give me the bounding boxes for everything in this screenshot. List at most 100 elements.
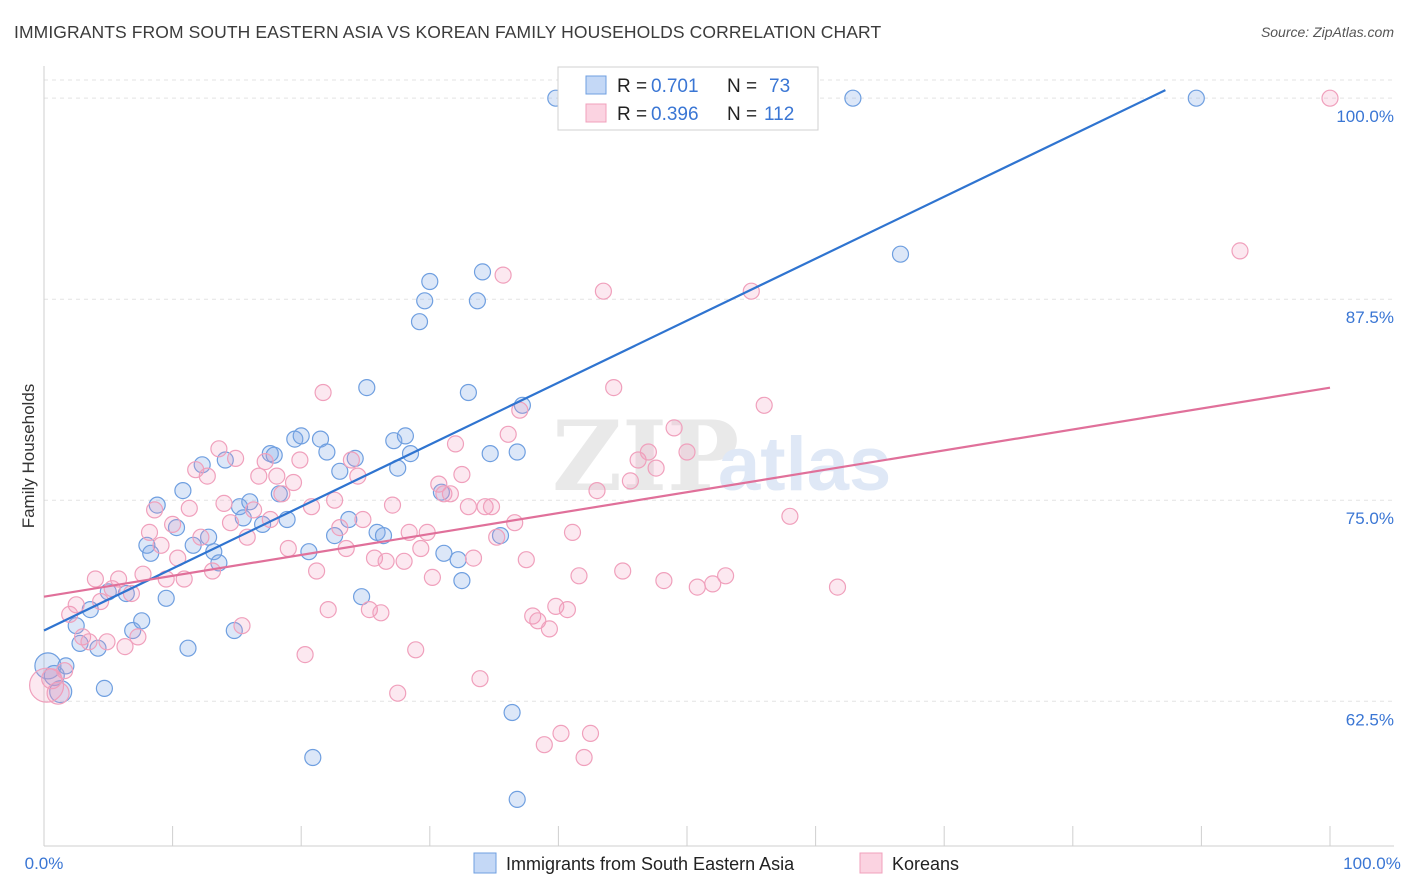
legend-r-label-1: R = bbox=[617, 76, 647, 97]
korean-point-107 bbox=[716, 567, 735, 585]
legend-n-value-sea: 73 bbox=[769, 76, 790, 97]
korean-point-85 bbox=[535, 736, 553, 754]
korean-point-21 bbox=[164, 515, 182, 534]
korean-point-80 bbox=[506, 514, 524, 532]
sea-point-36 bbox=[292, 427, 310, 445]
korean-point-89 bbox=[558, 600, 577, 619]
sea-point-55 bbox=[421, 272, 439, 291]
korean-point-54 bbox=[354, 510, 372, 529]
korean-point-113 bbox=[1321, 89, 1339, 107]
watermark-atlas: atlas bbox=[718, 422, 891, 507]
sea-point-62 bbox=[473, 263, 492, 281]
korean-point-32 bbox=[227, 449, 245, 467]
korean-point-72 bbox=[459, 498, 477, 516]
korean-point-26 bbox=[192, 528, 210, 546]
chart-source: Source: ZipAtlas.com bbox=[1260, 24, 1394, 40]
bottom-legend-label-korean: Koreans bbox=[892, 854, 959, 874]
korean-point-2 bbox=[46, 681, 70, 705]
korean-point-60 bbox=[389, 684, 407, 702]
korean-point-47 bbox=[314, 383, 332, 402]
korean-point-68 bbox=[435, 485, 453, 503]
korean-point-30 bbox=[215, 494, 233, 512]
x-tick-label-max: 100.0% bbox=[1343, 854, 1401, 873]
korean-point-84 bbox=[529, 612, 547, 630]
korean-point-76 bbox=[482, 498, 501, 516]
korean-point-86 bbox=[540, 620, 559, 638]
korean-point-36 bbox=[250, 467, 268, 485]
korean-point-101 bbox=[647, 459, 665, 477]
korean-point-63 bbox=[407, 641, 425, 659]
korean-point-49 bbox=[326, 491, 344, 509]
sea-point-19 bbox=[179, 639, 197, 657]
sea-point-15 bbox=[148, 496, 166, 514]
sea-point-46 bbox=[358, 379, 376, 397]
korean-point-0 bbox=[28, 667, 65, 703]
korean-point-17 bbox=[140, 523, 159, 542]
y-tick-label-3: 62.5% bbox=[1346, 710, 1394, 729]
korean-point-109 bbox=[755, 396, 773, 414]
korean-point-18 bbox=[146, 501, 164, 519]
sea-point-63 bbox=[481, 445, 499, 463]
korean-point-75 bbox=[476, 498, 494, 516]
korean-point-105 bbox=[688, 578, 706, 596]
sea-point-0 bbox=[34, 652, 62, 680]
legend-n-value-korean: 112 bbox=[764, 104, 794, 125]
korean-point-46 bbox=[308, 562, 326, 580]
korean-point-3 bbox=[55, 662, 74, 680]
korean-point-67 bbox=[430, 475, 448, 493]
korean-point-31 bbox=[221, 514, 240, 532]
sea-point-8 bbox=[95, 679, 114, 698]
korean-point-43 bbox=[291, 451, 309, 469]
sea-point-38 bbox=[304, 748, 322, 767]
korean-point-35 bbox=[245, 501, 263, 519]
korean-point-59 bbox=[383, 496, 402, 514]
korean-point-97 bbox=[614, 562, 632, 580]
sea-point-66 bbox=[508, 443, 526, 461]
legend-r-value-korean: 0.396 bbox=[651, 104, 699, 125]
legend-swatch-sea bbox=[585, 75, 607, 95]
x-tick-label-min: 0.0% bbox=[25, 854, 64, 873]
korean-point-98 bbox=[621, 472, 640, 490]
korean-point-96 bbox=[605, 379, 623, 397]
bottom-legend-swatch-sea bbox=[473, 852, 497, 874]
korean-point-41 bbox=[279, 539, 297, 558]
sea-point-45 bbox=[353, 588, 371, 606]
korean-point-42 bbox=[284, 473, 303, 492]
series-legend: Immigrants from South Eastern Asia Korea… bbox=[473, 852, 959, 874]
korean-point-33 bbox=[233, 617, 251, 635]
sea-point-61 bbox=[468, 292, 486, 310]
sea-point-71 bbox=[891, 245, 910, 263]
korean-point-5 bbox=[67, 596, 85, 614]
korean-point-95 bbox=[594, 282, 613, 300]
korean-point-92 bbox=[575, 748, 593, 767]
sea-point-18 bbox=[174, 482, 192, 500]
korean-point-77 bbox=[488, 528, 506, 546]
y-tick-label-1: 87.5% bbox=[1346, 308, 1394, 327]
korean-point-48 bbox=[319, 600, 337, 619]
trend-layer bbox=[43, 89, 1331, 632]
korean-point-44 bbox=[296, 645, 314, 664]
stats-legend: R = 0.701 N = 73 R = 0.396 N = 112 bbox=[557, 66, 819, 131]
legend-swatch-korean bbox=[585, 103, 607, 123]
korean-point-93 bbox=[581, 724, 600, 743]
sea-point-59 bbox=[453, 571, 471, 590]
korean-point-94 bbox=[588, 482, 606, 500]
sea-point-60 bbox=[459, 383, 477, 402]
korean-point-88 bbox=[552, 724, 570, 743]
sea-point-72 bbox=[1187, 89, 1205, 107]
korean-point-103 bbox=[665, 419, 683, 437]
korean-point-91 bbox=[570, 567, 588, 585]
korean-point-64 bbox=[412, 539, 430, 558]
sea-trend-line bbox=[43, 89, 1166, 632]
korean-point-66 bbox=[423, 568, 441, 587]
korean-point-39 bbox=[268, 467, 286, 485]
korean-point-73 bbox=[464, 549, 483, 567]
chart-title: IMMIGRANTS FROM SOUTH EASTERN ASIA VS KO… bbox=[14, 22, 882, 42]
korean-point-27 bbox=[198, 467, 216, 485]
sea-point-54 bbox=[416, 292, 434, 310]
legend-n-label-2: N = bbox=[727, 104, 757, 125]
korean-point-110 bbox=[781, 507, 799, 525]
korean-point-58 bbox=[377, 552, 395, 570]
korean-point-111 bbox=[828, 578, 847, 596]
